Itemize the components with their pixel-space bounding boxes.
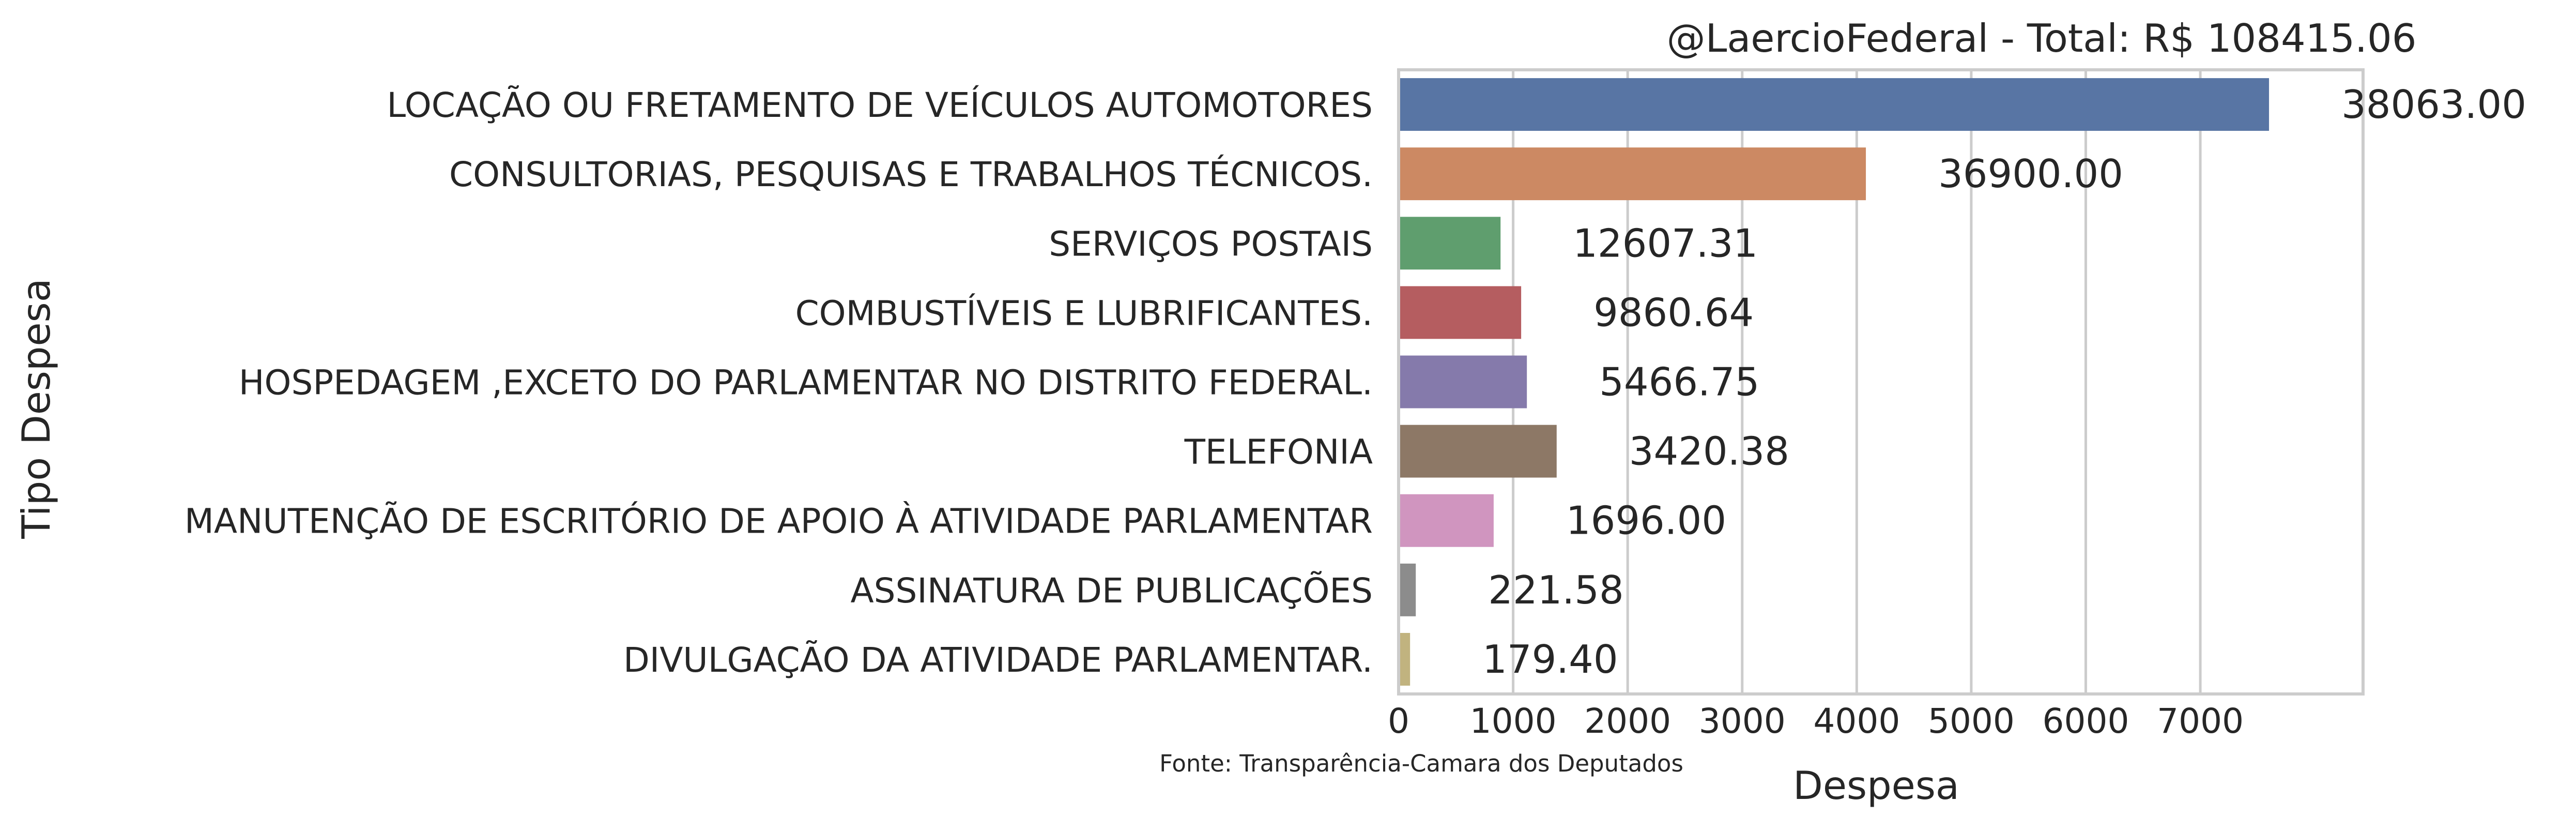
x-tick-label: 0	[1388, 701, 1409, 741]
value-label: 1696.00	[1566, 498, 1726, 543]
chart-title: @LaercioFederal - Total: R$ 108415.06	[1667, 16, 2417, 61]
value-label: 12607.31	[1573, 220, 1758, 266]
x-tick-label: 4000	[1813, 701, 1900, 741]
bar	[1399, 563, 1416, 616]
category-label: MANUTENÇÃO DE ESCRITÓRIO DE APOIO À ATIV…	[185, 502, 1373, 541]
value-label: 9860.64	[1593, 290, 1754, 335]
bar	[1399, 78, 2270, 131]
bar	[1399, 632, 1410, 686]
category-label: ASSINATURA DE PUBLICAÇÕES	[850, 571, 1373, 611]
x-tick-label: 2000	[1584, 701, 1671, 741]
value-label: 5466.75	[1599, 359, 1759, 405]
value-label: 179.40	[1482, 637, 1618, 682]
category-labels: LOCAÇÃO OU FRETAMENTO DE VEÍCULOS AUTOMO…	[185, 85, 1373, 680]
value-label: 221.58	[1488, 567, 1623, 613]
bar	[1399, 355, 1527, 409]
category-label: LOCAÇÃO OU FRETAMENTO DE VEÍCULOS AUTOMO…	[387, 85, 1373, 125]
y-axis-label: Tipo Despesa	[13, 278, 59, 539]
value-label: 36900.00	[1938, 151, 2123, 197]
value-labels: 38063.00 36900.00 12607.31 9860.64 5466.75 34…	[1482, 82, 2526, 682]
x-tick-label: 7000	[2157, 701, 2244, 741]
category-label: DIVULGAÇÃO DA ATIVIDADE PARLAMENTAR.	[623, 640, 1373, 680]
bar	[1399, 147, 1866, 201]
x-tick-label: 3000	[1699, 701, 1786, 741]
source-note: Fonte: Transparência-Camara dos Deputado…	[1159, 750, 1683, 777]
bar	[1399, 494, 1494, 547]
bars	[1399, 78, 2270, 686]
category-label: HOSPEDAGEM ,EXCETO DO PARLAMENTAR NO DIS…	[239, 363, 1373, 403]
category-label: CONSULTORIAS, PESQUISAS E TRABALHOS TÉCN…	[449, 154, 1373, 194]
category-label: SERVIÇOS POSTAIS	[1049, 224, 1373, 264]
category-label: TELEFONIA	[1184, 432, 1373, 472]
x-axis-label: Despesa	[1793, 763, 1959, 808]
bar	[1399, 286, 1522, 339]
x-tick-label: 1000	[1470, 701, 1557, 741]
value-label: 3420.38	[1629, 429, 1789, 474]
bar	[1399, 425, 1557, 478]
bar	[1399, 217, 1501, 270]
value-label: 38063.00	[2341, 82, 2526, 127]
x-tick-labels: 0 1000 2000 3000 4000 5000 6000 7000	[1388, 701, 2244, 741]
x-tick-label: 6000	[2043, 701, 2129, 741]
x-tick-label: 5000	[1928, 701, 2015, 741]
category-label: COMBUSTÍVEIS E LUBRIFICANTES.	[795, 293, 1373, 333]
plot-frame	[1397, 68, 2365, 696]
